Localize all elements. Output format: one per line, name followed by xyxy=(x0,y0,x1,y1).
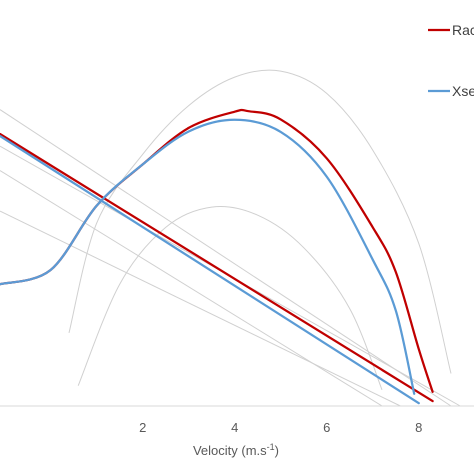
background-curve-1 xyxy=(0,109,452,407)
series-rac-force-line xyxy=(0,132,434,403)
background-curve-6 xyxy=(77,206,383,390)
x-axis-title-superscript: -1 xyxy=(267,442,275,452)
series-xsec-force-line xyxy=(0,134,420,405)
legend-label-rac: Rac xyxy=(452,22,474,38)
background-curve-3 xyxy=(0,170,383,407)
background-curve-5 xyxy=(68,69,452,374)
x-axis-tick-labels: 2 4 6 8 xyxy=(139,420,422,435)
x-tick-label: 4 xyxy=(231,420,238,435)
series-lines xyxy=(0,108,434,405)
x-tick-label: 8 xyxy=(415,420,422,435)
background-curves xyxy=(0,69,461,407)
legend: Rac Xsec xyxy=(428,22,474,99)
x-axis-title: Velocity (m.s-1) xyxy=(193,442,279,458)
x-tick-label: 2 xyxy=(139,420,146,435)
background-curve-4 xyxy=(0,210,401,407)
legend-label-xsec: Xsec xyxy=(452,83,474,99)
x-tick-label: 6 xyxy=(323,420,330,435)
series-xsec-power-line xyxy=(0,118,416,395)
